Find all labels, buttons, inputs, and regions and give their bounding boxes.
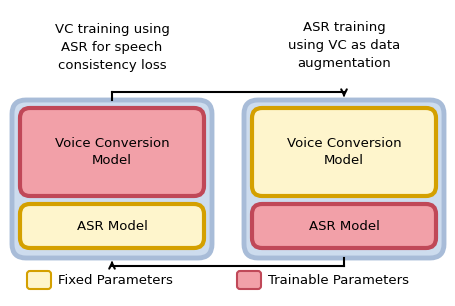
Text: Trainable Parameters: Trainable Parameters — [268, 274, 408, 286]
Text: ASR training
using VC as data
augmentation: ASR training using VC as data augmentati… — [287, 21, 399, 70]
Text: Voice Conversion
Model: Voice Conversion Model — [55, 137, 169, 167]
FancyBboxPatch shape — [27, 271, 51, 289]
FancyBboxPatch shape — [252, 108, 435, 196]
FancyBboxPatch shape — [252, 204, 435, 248]
Text: ASR Model: ASR Model — [308, 219, 379, 233]
Text: VC training using
ASR for speech
consistency loss: VC training using ASR for speech consist… — [55, 24, 169, 73]
FancyBboxPatch shape — [12, 100, 212, 258]
FancyBboxPatch shape — [243, 100, 443, 258]
Text: ASR Model: ASR Model — [76, 219, 147, 233]
Text: Fixed Parameters: Fixed Parameters — [58, 274, 172, 286]
FancyBboxPatch shape — [237, 271, 260, 289]
FancyBboxPatch shape — [20, 204, 203, 248]
FancyBboxPatch shape — [20, 108, 203, 196]
Text: Voice Conversion
Model: Voice Conversion Model — [286, 137, 400, 167]
